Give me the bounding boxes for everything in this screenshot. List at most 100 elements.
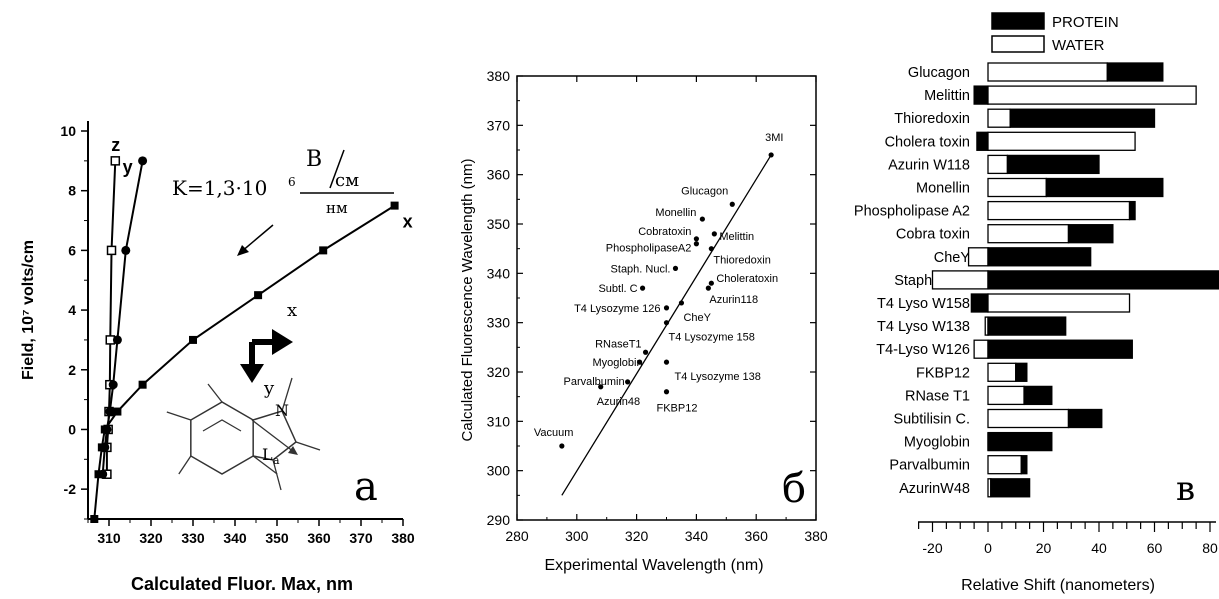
panel-a-point-y	[112, 335, 122, 345]
panel-b-ytick-label: 320	[487, 364, 511, 380]
panel-c-label: в	[1176, 469, 1195, 509]
panel-c-row-label: Phospholipase A2	[854, 204, 970, 220]
panel-b-xtick-label: 360	[745, 528, 769, 544]
panel-c-row-label: RNase T1	[905, 388, 970, 404]
panel-a-series-label: z	[111, 135, 120, 155]
panel-c-row-label: Cobra toxin	[896, 227, 970, 243]
panel-a-point-x	[390, 201, 399, 210]
panel-b-xtick-label: 300	[565, 528, 589, 544]
panel-b-point	[729, 201, 735, 207]
panel-a-point-x	[319, 246, 328, 255]
panel-b-point-label: Thioredoxin	[713, 255, 770, 267]
panel-a-series-label: y	[123, 157, 133, 177]
panel-a-xtick-label: 330	[181, 530, 205, 546]
panel-a-xtick-label: 340	[223, 530, 247, 546]
panel-b-point-label: CheY	[683, 312, 711, 324]
panel-a-ytick-label: 0	[68, 421, 76, 437]
panel-c-bar-water	[987, 385, 1025, 406]
panel-c-xtick-label: 40	[1091, 540, 1107, 556]
panel-b-point-label: Azurin118	[709, 294, 758, 306]
panel-c-bar-protein	[1015, 362, 1028, 382]
panel-b-point-label: Cobratoxin	[638, 226, 691, 238]
panel-a-formula-slash	[329, 149, 345, 189]
panel-c-row-label: FKBP12	[916, 365, 970, 381]
panel-b: Experimental Wavelength (nm) Calculated …	[459, 68, 828, 574]
panel-a: Calculated Fluor. Max, nm Field, 10⁷ vol…	[20, 121, 415, 594]
panel-c-bar-protein	[1006, 154, 1100, 175]
panel-b-point-label: PhospholipaseA2	[606, 243, 692, 255]
panel-c-bar-water	[987, 131, 1136, 151]
panel-c-bar-protein	[1128, 200, 1136, 221]
panel-b-point	[639, 285, 646, 291]
panel-c-row-label: Subtilisin C.	[893, 412, 970, 428]
panel-b-xtick-label: 280	[505, 528, 529, 544]
panel-c-xtick-label: 20	[1036, 540, 1052, 556]
panel-a-point-y	[105, 407, 115, 417]
panel-b-point-label: Vacuum	[534, 427, 574, 439]
panel-a-formula-den: см	[335, 170, 359, 191]
panel-b-ytick-label: 380	[487, 68, 511, 84]
panel-a-inset-y-label: y	[263, 378, 275, 399]
panel-b-point-label: Subtl. C	[598, 283, 637, 295]
panel-c-row-label: AzurinW48	[899, 481, 970, 497]
panel-a-molecule-la: L	[262, 445, 273, 464]
panel-b-xlabel: Experimental Wavelength (nm)	[544, 557, 763, 574]
panel-b-point	[663, 389, 670, 395]
panel-a-series-label: x	[403, 212, 413, 232]
panel-b-ytick-label: 360	[487, 167, 511, 183]
panel-b-xtick-label: 320	[625, 528, 649, 544]
panel-c-legend-water-label: WATER	[1052, 37, 1105, 54]
panel-c-row-label: Glucagon	[908, 65, 970, 81]
panel-a-molecule-la-sub: a	[273, 454, 280, 467]
panel-b-point	[678, 300, 685, 306]
panel-a-xtick-label: 310	[97, 530, 121, 546]
panel-a-point-y	[138, 156, 148, 166]
panel-b-point	[672, 265, 679, 271]
panel-a-ytick-label: 10	[60, 123, 76, 139]
panel-b-point	[708, 280, 714, 286]
panel-a-ylabel-wrap: Field, 10⁷ volts/cm	[20, 240, 37, 380]
panel-a-inset-y-arrowhead	[240, 364, 264, 383]
panel-b-point-label: FKBP12	[657, 403, 698, 415]
panel-b-point	[768, 152, 774, 158]
panel-c-row-label: Myoglobin	[904, 435, 970, 451]
panel-b-ytick-label: 350	[487, 216, 511, 232]
panel-b-ytick-label: 340	[487, 265, 511, 281]
panel-c-bar-water	[987, 154, 1009, 175]
panel-c-bar-protein	[987, 247, 1092, 267]
panel-b-ytick-label: 330	[487, 315, 511, 331]
panel-b-ytick-label: 310	[487, 413, 511, 429]
panel-a-series-x-line	[93, 204, 396, 520]
panel-b-point-label: Parvalbumin	[563, 376, 624, 388]
panel-b-point	[708, 246, 714, 252]
panel-a-ylabel: Field, 10⁷ volts/cm	[20, 240, 37, 380]
panel-a-xtick-label: 350	[265, 530, 289, 546]
panel-c-bar-protein	[1067, 224, 1114, 244]
panel-b-point	[625, 379, 631, 385]
panel-c-bar-water	[987, 408, 1070, 429]
panel-a-molecule-transition-arrow	[251, 419, 295, 453]
panel-c-bar-water	[987, 362, 1017, 382]
panel-c-bar-protein	[973, 85, 989, 105]
panel-b-point-label: Glucagon	[681, 185, 728, 197]
panel-a-xlabel: Calculated Fluor. Max, nm	[131, 574, 353, 594]
panel-c-row-label: Melittin	[924, 88, 970, 104]
panel-a-point-x	[94, 470, 103, 479]
panel-b-point-label: T4 Lysozyme 158	[669, 332, 755, 344]
panel-a-xtick-label: 370	[349, 530, 373, 546]
panel-c-bar-water	[987, 224, 1070, 244]
panel-a-inset-x-label: x	[287, 300, 297, 321]
panel-c-legend-protein-label: PROTEIN	[1052, 14, 1119, 31]
panel-a-point-x	[90, 515, 99, 523]
panel-c-bar-water	[987, 200, 1131, 221]
panel-c-row-label: T4 Lyso W138	[877, 319, 970, 335]
panel-a-point-x	[113, 407, 122, 416]
panel-b-point	[663, 359, 670, 365]
panel-b-ylabel-wrap: Calculated Fluorescence Wavelength (nm)	[459, 159, 476, 442]
panel-c-legend-water-swatch	[991, 35, 1045, 53]
panel-c-bar-protein	[987, 316, 1067, 336]
panel-a-ytick-label: -2	[64, 481, 77, 497]
panel-c-bar-protein	[987, 431, 1053, 452]
panel-c-row-label: T4 Lyso W158	[877, 296, 970, 312]
panel-b-point-label: RNaseT1	[595, 338, 641, 350]
